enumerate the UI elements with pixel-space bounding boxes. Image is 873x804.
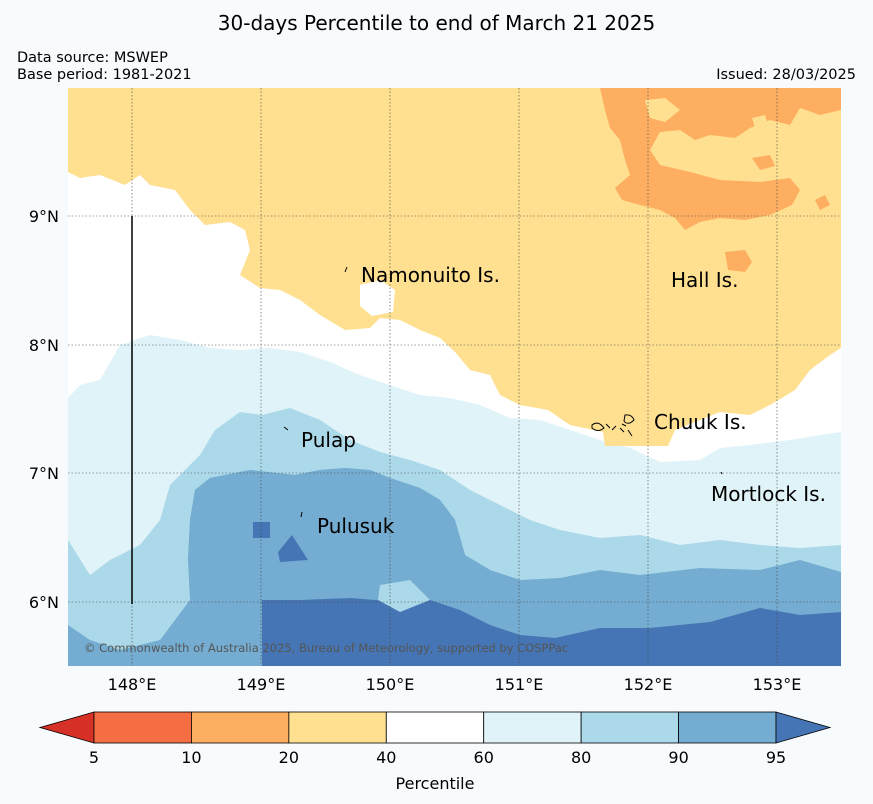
colorbar-segment <box>678 711 777 744</box>
colorbar <box>38 711 832 744</box>
colorbar-tick-label: 40 <box>376 748 396 767</box>
lon-label: 150°E <box>366 675 415 694</box>
colorbar-tick-label: 20 <box>279 748 299 767</box>
lat-label: 8°N <box>29 336 59 355</box>
mortlock-island-icon <box>720 471 723 475</box>
colorbar-segment <box>93 711 192 744</box>
colorbar-segment <box>288 711 387 744</box>
issued-date: Issued: 28/03/2025 <box>716 67 856 83</box>
lat-label: 6°N <box>29 593 59 612</box>
pulusuk-island-icon <box>300 511 303 518</box>
field-90-95-blob1 <box>253 522 270 538</box>
colorbar-title: Percentile <box>396 774 475 793</box>
field-20-40-hole2 <box>752 115 768 128</box>
lat-label: 9°N <box>29 207 59 226</box>
map-fields <box>68 88 841 666</box>
label-mortlock: Mortlock Is. <box>711 482 826 506</box>
island-outlines <box>283 266 723 518</box>
field-white-patch <box>360 280 395 316</box>
field-90-95-blob2 <box>278 535 308 562</box>
data-source: Data source: MSWEP <box>17 50 168 66</box>
pulap-island-icon <box>283 426 289 431</box>
colorbar-tick-label: 5 <box>89 748 99 767</box>
lat-labels: 9°N 8°N 7°N 6°N <box>29 207 59 612</box>
colorbar-segment <box>191 711 290 744</box>
colorbar-tick-label: 90 <box>668 748 688 767</box>
lat-label: 7°N <box>29 464 59 483</box>
lon-label: 153°E <box>753 675 802 694</box>
colorbar-tick-label: 95 <box>766 748 786 767</box>
field-10-20 <box>600 88 841 230</box>
lon-label: 152°E <box>624 675 673 694</box>
label-hall: Hall Is. <box>671 268 738 292</box>
base-period: Base period: 1981-2021 <box>17 67 192 83</box>
field-10-20-blob <box>725 250 752 272</box>
colorbar-segment <box>483 711 582 744</box>
label-chuuk: Chuuk Is. <box>654 410 747 434</box>
chuuk-island-icon <box>591 422 605 431</box>
field-light-patch <box>378 580 430 612</box>
field-80-90-blob <box>188 468 520 605</box>
colorbar-tick-label: 10 <box>181 748 201 767</box>
colorbar-extend-low <box>38 711 95 744</box>
colorbar-extend-high <box>775 711 832 744</box>
label-pulusuk: Pulusuk <box>317 514 395 538</box>
field-10-20-blob2 <box>752 155 775 170</box>
colorbar-segment <box>385 711 485 744</box>
lon-label: 149°E <box>237 675 286 694</box>
field-20-40-hole <box>645 98 680 122</box>
colorbar-ticks: 5 10 20 40 60 80 90 95 <box>89 748 786 767</box>
lon-label: 151°E <box>495 675 544 694</box>
colorbar-tick-label: 60 <box>474 748 494 767</box>
colorbar-tick-label: 80 <box>571 748 591 767</box>
colorbar-segment <box>580 711 679 744</box>
copyright-text: © Commonwealth of Australia 2025, Bureau… <box>84 641 568 655</box>
namonuito-island-icon <box>344 266 348 273</box>
label-namonuito: Namonuito Is. <box>361 263 500 287</box>
map-title: 30-days Percentile to end of March 21 20… <box>217 11 656 35</box>
place-labels: Namonuito Is. Hall Is. Chuuk Is. Pulap M… <box>301 263 826 538</box>
field-10-20-blob3 <box>815 195 830 210</box>
lon-labels: 148°E 149°E 150°E 151°E 152°E 153°E <box>108 675 802 694</box>
label-pulap: Pulap <box>301 428 356 452</box>
lon-label: 148°E <box>108 675 157 694</box>
graticule <box>68 88 841 666</box>
